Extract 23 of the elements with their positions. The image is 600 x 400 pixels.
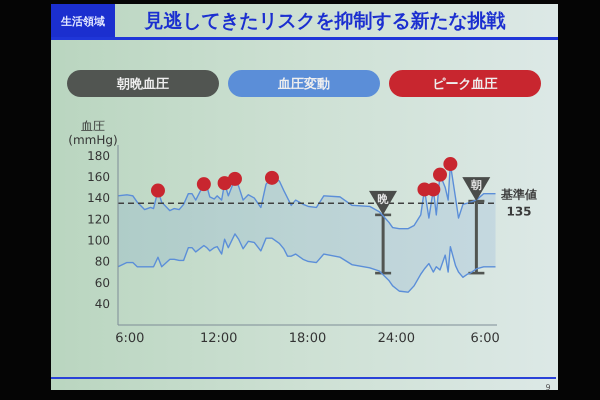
text: ピーク血圧 [432, 76, 498, 92]
annotation: 朝 [470, 178, 482, 192]
y-tick-label: 140 [87, 191, 110, 206]
y-tick-label: 80 [94, 254, 110, 269]
x-tick-label: 18:00 [288, 331, 326, 346]
y-tick-label: 160 [87, 170, 110, 184]
x-tick-label: 24:00 [378, 331, 416, 346]
ref-line-label: 基準値 135 [500, 188, 537, 219]
x-tick-label: 6:00 [115, 331, 144, 346]
y-axis-title: 血圧 (mmHg) [68, 119, 118, 147]
y-tick-label: 40 [94, 297, 110, 312]
chart-title: 見逃してきたリスクを抑制する新たな挑戦 [144, 8, 506, 34]
text: 朝晩血圧 [117, 76, 169, 92]
x-tick-label: 6:00 [470, 331, 500, 346]
x-tick-label: 12:00 [200, 331, 238, 346]
y-tick-label: 120 [87, 212, 110, 226]
y-tick-label: 100 [87, 234, 110, 248]
text: 生活領域 [61, 14, 105, 28]
annotation: 晩 [378, 192, 390, 206]
text: 血圧変動 [278, 76, 330, 92]
y-tick-label: 60 [94, 276, 110, 290]
y-tick-label: 180 [87, 148, 110, 163]
text: 9 [545, 383, 551, 392]
